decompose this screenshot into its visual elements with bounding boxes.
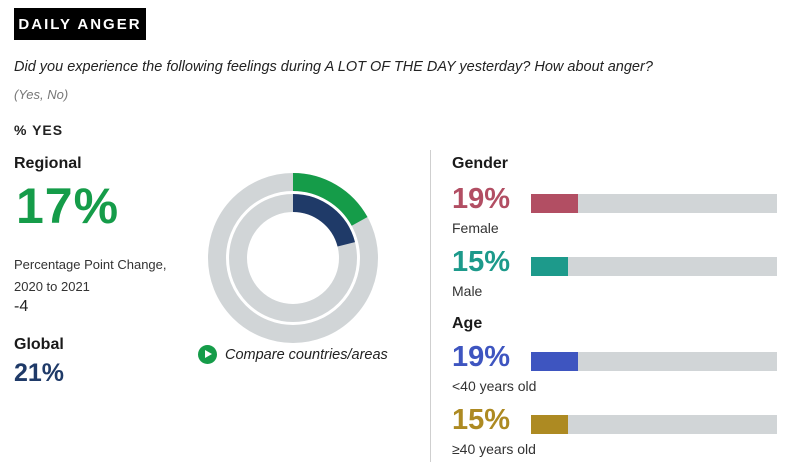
under-40-label: <40 years old — [452, 378, 537, 394]
play-icon — [198, 345, 217, 364]
female-bar — [531, 194, 578, 213]
regional-value: 17% — [16, 178, 120, 234]
donut-chart — [208, 173, 378, 343]
male-label: Male — [452, 283, 483, 299]
point-change-value: -4 — [14, 298, 29, 315]
survey-question: Did you experience the following feeling… — [14, 59, 653, 75]
compare-countries-link[interactable]: Compare countries/areas — [198, 345, 388, 364]
regional-label: Regional — [14, 155, 82, 172]
point-change-label: Percentage Point Change, 2020 to 2021 — [14, 257, 167, 294]
answer-options: (Yes, No) — [14, 87, 69, 102]
gender-heading: Gender — [452, 155, 509, 172]
under-40-bar-track — [531, 352, 777, 371]
age-heading: Age — [452, 315, 483, 332]
female-percent: 19% — [452, 183, 511, 215]
column-divider — [430, 150, 431, 462]
measure-label: % YES — [14, 122, 64, 138]
global-label: Global — [14, 336, 64, 353]
over-40-bar — [531, 415, 568, 434]
under-40-percent: 19% — [452, 341, 511, 373]
compare-countries-label: Compare countries/areas — [225, 346, 388, 363]
section-tag: DAILY ANGER — [14, 8, 146, 40]
global-value: 21% — [14, 359, 65, 387]
female-label: Female — [452, 220, 499, 236]
male-percent: 15% — [452, 246, 511, 278]
female-bar-track — [531, 194, 777, 213]
under-40-bar — [531, 352, 578, 371]
male-bar — [531, 257, 568, 276]
global-ring-arc — [292, 194, 355, 247]
over-40-label: ≥40 years old — [452, 441, 536, 457]
over-40-percent: 15% — [452, 404, 511, 436]
regional-ring-arc — [292, 173, 368, 227]
male-bar-track — [531, 257, 777, 276]
over-40-bar-track — [531, 415, 777, 434]
